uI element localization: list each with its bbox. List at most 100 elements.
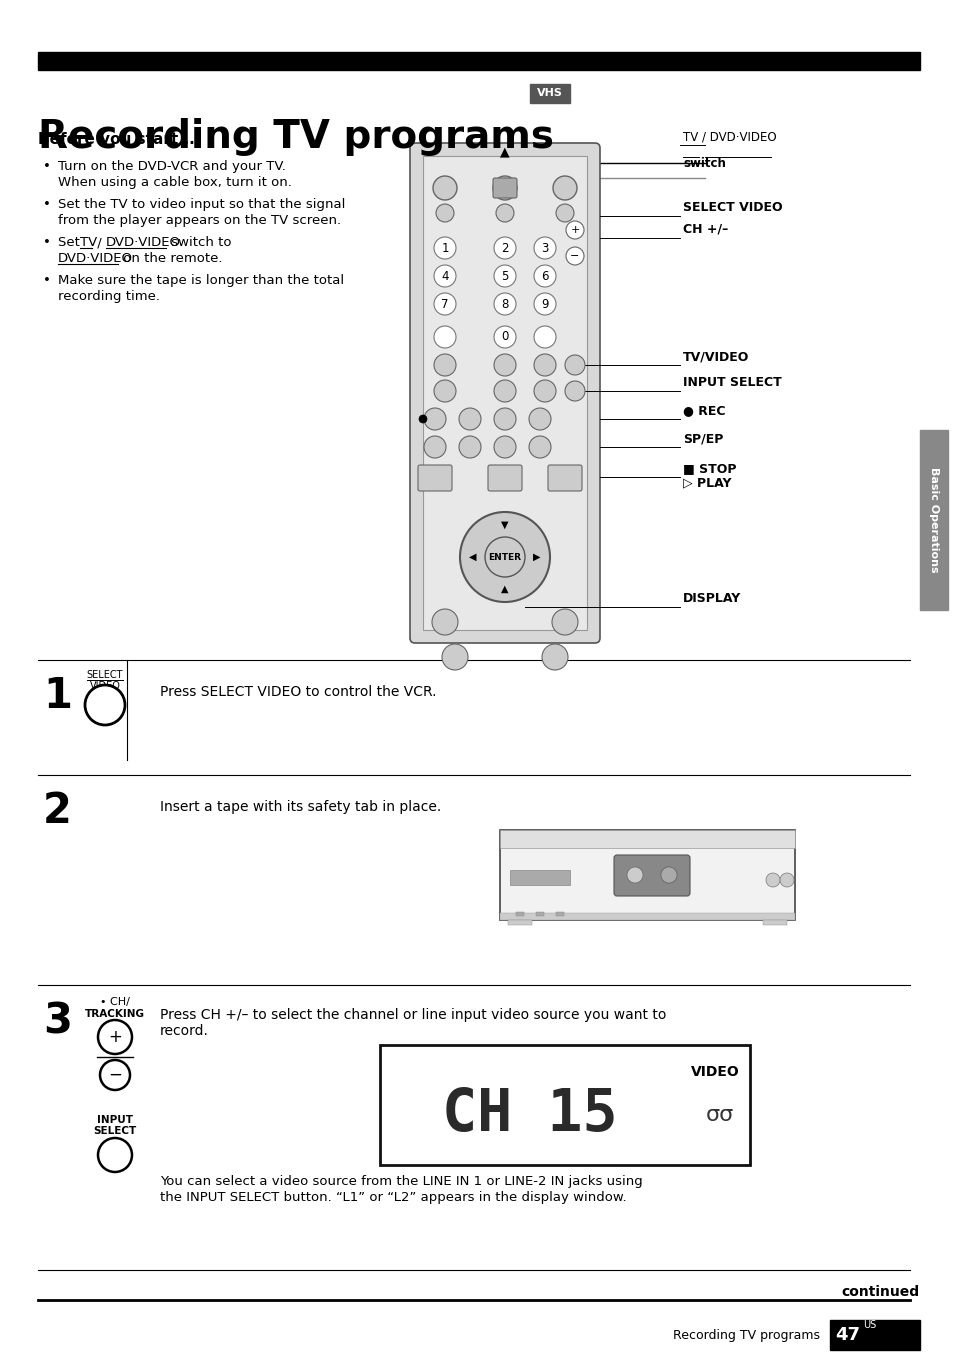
Text: 6: 6 <box>540 269 548 283</box>
Text: US: US <box>862 1320 876 1330</box>
Text: CH +/–: CH +/– <box>682 223 727 237</box>
Text: 3: 3 <box>540 242 548 254</box>
Circle shape <box>541 644 567 671</box>
Circle shape <box>765 873 780 887</box>
Circle shape <box>434 380 456 402</box>
Text: Recording TV programs: Recording TV programs <box>672 1329 820 1341</box>
Text: VIDEO: VIDEO <box>90 681 120 691</box>
FancyBboxPatch shape <box>614 854 689 896</box>
Bar <box>762 919 786 925</box>
Text: ENTER: ENTER <box>488 553 521 561</box>
Text: TV: TV <box>80 237 97 249</box>
Text: switch: switch <box>682 157 725 170</box>
Text: DISPLAY: DISPLAY <box>682 592 740 604</box>
Text: SELECT VIDEO: SELECT VIDEO <box>682 201 781 214</box>
Circle shape <box>494 435 516 458</box>
Text: 9: 9 <box>540 297 548 311</box>
Circle shape <box>423 408 446 430</box>
FancyBboxPatch shape <box>410 143 599 644</box>
Text: σσ: σσ <box>705 1105 734 1125</box>
Bar <box>499 913 794 919</box>
Text: −: − <box>108 1065 122 1084</box>
Circle shape <box>494 293 516 315</box>
Circle shape <box>660 867 677 883</box>
Text: 47: 47 <box>835 1326 860 1344</box>
Text: ● REC: ● REC <box>682 404 724 416</box>
Circle shape <box>780 873 793 887</box>
Text: record.: record. <box>160 1023 209 1038</box>
Text: •: • <box>43 237 51 249</box>
Circle shape <box>494 354 516 376</box>
Circle shape <box>494 265 516 287</box>
Text: continued: continued <box>841 1284 919 1299</box>
Text: •: • <box>43 197 51 211</box>
Bar <box>510 869 569 886</box>
Circle shape <box>459 512 550 602</box>
Circle shape <box>433 176 456 200</box>
Circle shape <box>432 608 457 635</box>
Text: ▶: ▶ <box>533 552 540 562</box>
Circle shape <box>434 265 456 287</box>
Text: INPUT: INPUT <box>97 1115 132 1125</box>
Circle shape <box>564 381 584 402</box>
Text: +: + <box>108 1028 122 1046</box>
Text: from the player appears on the TV screen.: from the player appears on the TV screen… <box>58 214 341 227</box>
Circle shape <box>434 237 456 260</box>
Text: 7: 7 <box>441 297 448 311</box>
Circle shape <box>529 435 551 458</box>
Circle shape <box>494 380 516 402</box>
Text: •: • <box>43 274 51 287</box>
Text: ▲: ▲ <box>499 145 509 158</box>
Circle shape <box>434 354 456 376</box>
Circle shape <box>626 867 642 883</box>
FancyBboxPatch shape <box>547 465 581 491</box>
Circle shape <box>534 265 556 287</box>
Text: −: − <box>570 251 579 261</box>
Text: CH 15: CH 15 <box>442 1087 618 1144</box>
Text: 5: 5 <box>500 269 508 283</box>
Text: You can select a video source from the LINE IN 1 or LINE-2 IN jacks using: You can select a video source from the L… <box>160 1175 642 1188</box>
Text: TV/VIDEO: TV/VIDEO <box>682 350 749 362</box>
Text: VHS: VHS <box>537 88 562 99</box>
Text: SELECT: SELECT <box>93 1126 136 1136</box>
Circle shape <box>552 608 578 635</box>
Text: Turn on the DVD-VCR and your TV.: Turn on the DVD-VCR and your TV. <box>58 160 286 173</box>
Text: Before you start ...: Before you start ... <box>38 132 200 147</box>
Circle shape <box>436 204 454 222</box>
Circle shape <box>564 356 584 375</box>
Circle shape <box>494 408 516 430</box>
Text: ▲: ▲ <box>500 584 508 594</box>
Circle shape <box>85 685 125 725</box>
Text: •: • <box>43 160 51 173</box>
Circle shape <box>565 247 583 265</box>
Circle shape <box>441 644 468 671</box>
Circle shape <box>534 237 556 260</box>
Circle shape <box>494 326 516 347</box>
Text: 8: 8 <box>500 297 508 311</box>
Bar <box>38 51 919 70</box>
Text: SP/EP: SP/EP <box>682 433 722 445</box>
FancyBboxPatch shape <box>488 465 521 491</box>
Text: Press SELECT VIDEO to control the VCR.: Press SELECT VIDEO to control the VCR. <box>160 685 436 699</box>
Text: DVD·VIDEO: DVD·VIDEO <box>106 237 181 249</box>
Circle shape <box>660 867 677 883</box>
Circle shape <box>534 380 556 402</box>
Text: • CH/: • CH/ <box>100 996 130 1007</box>
Text: 2: 2 <box>500 242 508 254</box>
Text: 1: 1 <box>441 242 448 254</box>
Text: Set the TV to video input so that the signal: Set the TV to video input so that the si… <box>58 197 345 211</box>
Circle shape <box>529 408 551 430</box>
Text: ▼: ▼ <box>500 521 508 530</box>
Circle shape <box>493 176 517 200</box>
Bar <box>536 913 543 917</box>
Text: ■ STOP: ■ STOP <box>682 462 736 475</box>
Text: the INPUT SELECT button. “L1” or “L2” appears in the display window.: the INPUT SELECT button. “L1” or “L2” ap… <box>160 1191 626 1205</box>
Text: 4: 4 <box>441 269 448 283</box>
Bar <box>530 84 569 103</box>
Circle shape <box>553 176 577 200</box>
Circle shape <box>534 293 556 315</box>
Text: ◀: ◀ <box>469 552 476 562</box>
FancyBboxPatch shape <box>493 178 517 197</box>
Text: Insert a tape with its safety tab in place.: Insert a tape with its safety tab in pla… <box>160 800 441 814</box>
Circle shape <box>434 293 456 315</box>
